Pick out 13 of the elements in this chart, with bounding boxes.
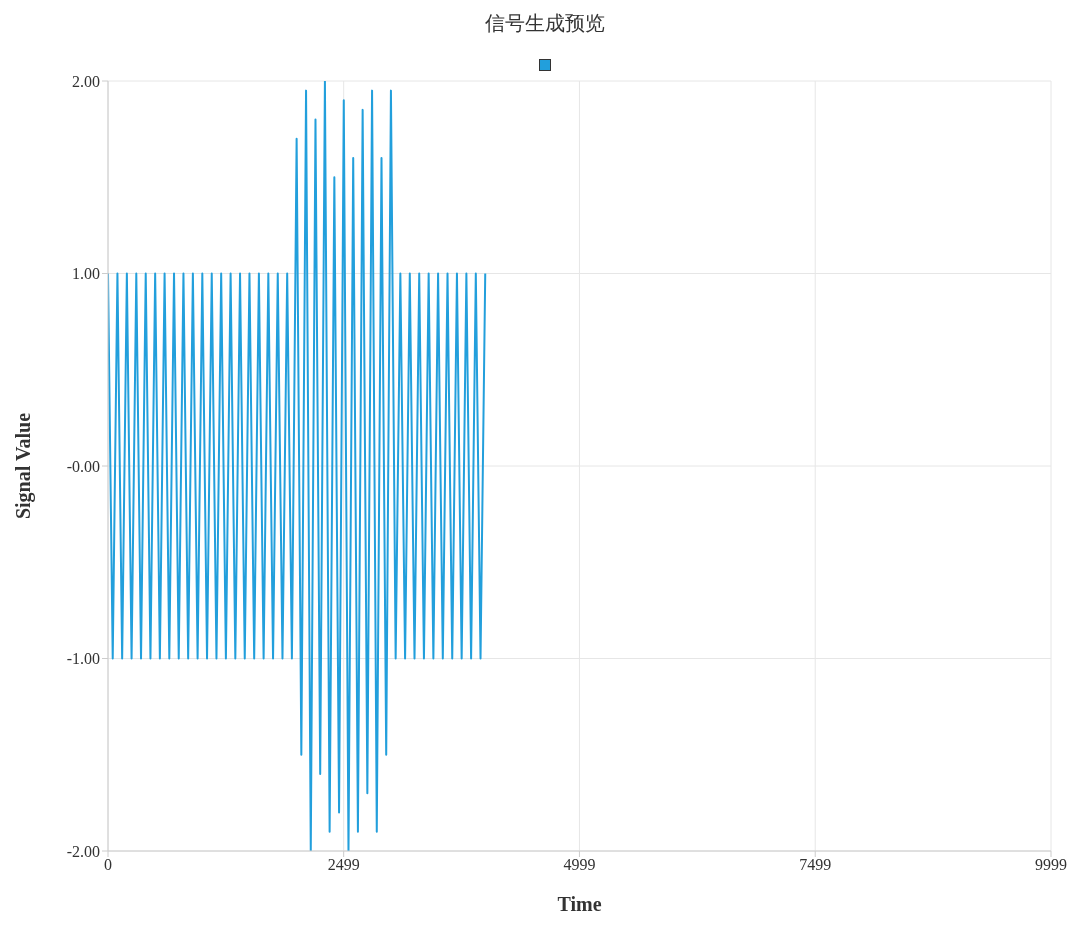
x-tick-label: 9999 [1035,856,1067,874]
x-axis-title: Time [557,893,602,915]
x-tick-label: 2499 [327,856,360,874]
y-tick-label: 1.00 [72,265,100,283]
x-tick-label: 4999 [563,856,596,874]
y-tick-label: -0.00 [66,457,100,475]
x-tick-label: 0 [104,856,112,874]
y-axis-title: Signal Value [12,412,36,520]
y-tick-label: 2.00 [72,72,100,90]
x-tick-label: 7499 [799,856,832,874]
chart-title: 信号生成预览 [483,10,606,37]
y-tick-label: -2.00 [66,842,100,860]
y-tick-label: -1.00 [66,650,100,668]
